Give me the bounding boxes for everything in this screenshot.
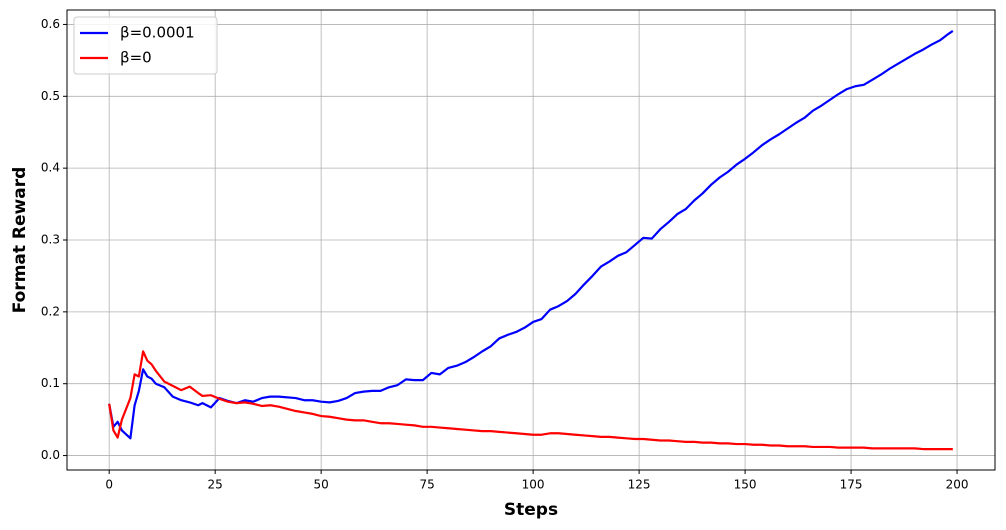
x-axis-label: Steps bbox=[504, 500, 558, 520]
y-tick-label: 0.4 bbox=[41, 161, 60, 175]
legend-box bbox=[73, 16, 218, 75]
x-tick-label: 50 bbox=[314, 478, 329, 492]
y-axis-label: Format Reward bbox=[10, 167, 30, 314]
x-tick-label: 75 bbox=[419, 478, 434, 492]
line-series bbox=[108, 29, 954, 440]
x-tick-label: 25 bbox=[208, 478, 223, 492]
y-tick-label: 0.5 bbox=[41, 89, 60, 103]
line-series bbox=[108, 350, 953, 451]
plot-frame bbox=[66, 9, 996, 471]
x-tick-label: 100 bbox=[522, 478, 545, 492]
x-tick-label: 175 bbox=[840, 478, 863, 492]
y-tick-label: 0.3 bbox=[41, 233, 60, 247]
y-tick-label: 0.6 bbox=[41, 17, 60, 31]
x-tick-label: 200 bbox=[946, 478, 969, 492]
legend-label: β=0 bbox=[120, 49, 152, 67]
x-tick-label: 150 bbox=[734, 478, 757, 492]
y-tick-label: 0.0 bbox=[41, 448, 60, 462]
y-tick-label: 0.1 bbox=[41, 376, 60, 390]
legend-label: β=0.0001 bbox=[120, 24, 195, 42]
x-tick-label: 125 bbox=[628, 478, 651, 492]
x-tick-label: 0 bbox=[105, 478, 113, 492]
y-tick-label: 0.2 bbox=[41, 304, 60, 318]
